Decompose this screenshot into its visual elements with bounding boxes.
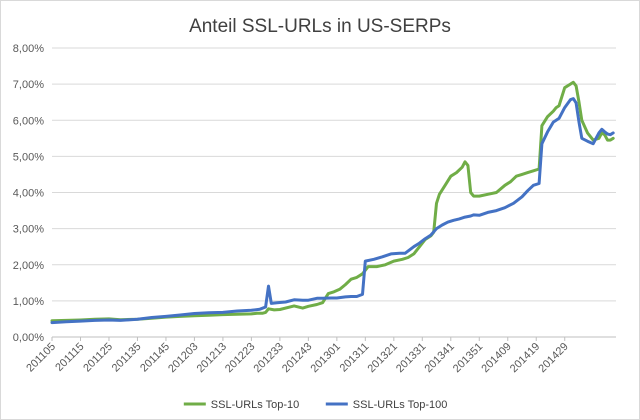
x-tick-label: 201203 <box>166 341 200 375</box>
x-tick-label: 201351 <box>451 341 485 375</box>
y-tick-label: 2,00% <box>13 260 44 272</box>
x-tick-label: 201331 <box>394 341 428 375</box>
x-tick-label: 201301 <box>309 341 343 375</box>
y-tick-label: 0,00% <box>13 332 44 344</box>
x-tick-label: 201213 <box>195 341 229 375</box>
y-tick-label: 7,00% <box>13 79 44 91</box>
x-tick-label: 201429 <box>536 341 570 375</box>
y-tick-label: 8,00% <box>13 43 44 55</box>
x-tick-label: 201409 <box>479 341 513 375</box>
x-tick-label: 201341 <box>422 341 456 375</box>
series-line-1 <box>50 80 615 323</box>
x-tick-label: 201233 <box>252 341 286 375</box>
x-tick-label: 201115 <box>53 341 86 374</box>
x-tick-label: 201105 <box>24 341 58 375</box>
series-line-2 <box>50 97 615 325</box>
legend: SSL-URLs Top-10 SSL-URLs Top-100 <box>183 399 448 411</box>
x-tick-label: 201145 <box>138 341 172 375</box>
x-tick-label: 201243 <box>280 341 314 375</box>
legend-label-2: SSL-URLs Top-100 <box>353 399 448 411</box>
x-tick-label: 201135 <box>110 341 144 375</box>
legend-label-1: SSL-URLs Top-10 <box>211 399 299 411</box>
series-lines <box>50 80 615 325</box>
x-tick-label: 201419 <box>508 341 542 375</box>
y-tick-label: 5,00% <box>13 151 44 163</box>
y-tick-label: 6,00% <box>13 115 44 127</box>
y-tick-label: 1,00% <box>13 296 44 308</box>
y-tick-label: 4,00% <box>13 188 44 200</box>
x-tick-label: 201223 <box>223 341 257 375</box>
gridlines <box>52 47 616 338</box>
x-tick-label: 201321 <box>365 341 399 375</box>
x-tick-label: 201125 <box>81 341 115 375</box>
chart-title: Anteil SSL-URLs in US-SERPs <box>189 16 451 37</box>
x-tick-label: 201311 <box>338 341 372 375</box>
axes: 0,00% 1,00% 2,00% 3,00% 4,00% 5,00% 6,00% 7,00%… <box>13 43 571 375</box>
y-tick-label: 3,00% <box>13 224 44 236</box>
